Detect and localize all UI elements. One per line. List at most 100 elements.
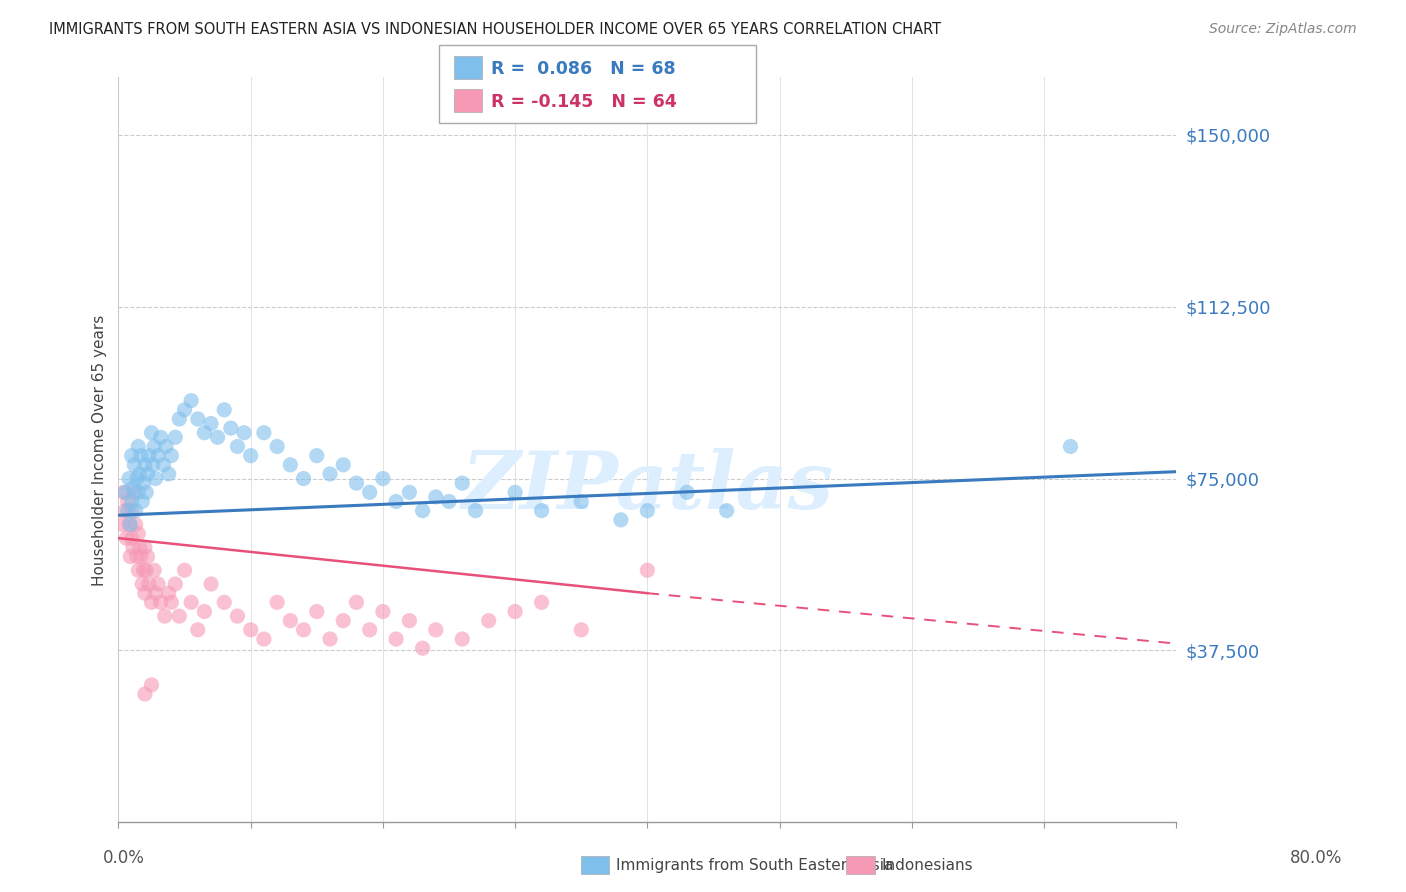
Point: [149, 430, 172, 444]
Point: [412, 503, 434, 517]
Text: IMMIGRANTS FROM SOUTH EASTERN ASIA VS INDONESIAN HOUSEHOLDER INCOME OVER 65 YEAR: IMMIGRANTS FROM SOUTH EASTERN ASIA VS IN…: [49, 22, 942, 37]
Point: [398, 485, 420, 500]
Point: [332, 614, 354, 628]
Point: [143, 563, 166, 577]
Point: [138, 449, 160, 463]
Point: [131, 577, 153, 591]
Point: [120, 517, 142, 532]
Point: [173, 402, 195, 417]
Point: [121, 531, 143, 545]
Point: [239, 623, 262, 637]
Point: [141, 678, 163, 692]
Point: [127, 485, 149, 500]
Point: [136, 549, 159, 564]
Point: [319, 467, 342, 481]
Point: [359, 623, 381, 637]
Point: [716, 503, 738, 517]
Point: [180, 393, 202, 408]
Point: [124, 458, 146, 472]
Point: [157, 467, 180, 481]
Point: [200, 417, 222, 431]
Point: [292, 472, 315, 486]
Point: [138, 577, 160, 591]
Point: [239, 449, 262, 463]
Point: [155, 440, 177, 454]
Point: [371, 605, 394, 619]
Point: [111, 517, 134, 532]
Point: [121, 503, 143, 517]
Point: [278, 458, 301, 472]
Point: [305, 449, 328, 463]
Point: [169, 412, 191, 426]
Point: [569, 623, 592, 637]
Point: [114, 503, 136, 517]
Point: [530, 503, 553, 517]
Point: [117, 494, 139, 508]
Point: [120, 549, 142, 564]
Point: [118, 472, 141, 486]
Point: [451, 476, 474, 491]
Point: [610, 513, 633, 527]
Point: [132, 563, 155, 577]
Point: [266, 440, 288, 454]
Point: [160, 449, 183, 463]
Point: [530, 595, 553, 609]
Point: [169, 609, 191, 624]
Point: [359, 485, 381, 500]
Point: [503, 485, 526, 500]
Point: [478, 614, 501, 628]
Point: [153, 609, 176, 624]
Point: [636, 503, 658, 517]
Point: [346, 476, 368, 491]
Point: [233, 425, 256, 440]
Point: [165, 577, 187, 591]
Y-axis label: Householder Income Over 65 years: Householder Income Over 65 years: [93, 314, 107, 585]
Point: [122, 481, 145, 495]
Point: [143, 440, 166, 454]
Point: [207, 430, 229, 444]
Text: Immigrants from South Eastern Asia: Immigrants from South Eastern Asia: [616, 858, 893, 872]
Point: [569, 494, 592, 508]
Point: [157, 586, 180, 600]
Point: [278, 614, 301, 628]
Point: [127, 440, 149, 454]
Point: [117, 503, 139, 517]
Point: [503, 605, 526, 619]
Point: [398, 614, 420, 628]
Point: [165, 430, 187, 444]
Point: [128, 467, 150, 481]
Point: [141, 595, 163, 609]
Point: [226, 609, 249, 624]
Point: [212, 595, 235, 609]
Point: [266, 595, 288, 609]
Point: [125, 472, 148, 486]
Point: [385, 494, 408, 508]
Text: 0.0%: 0.0%: [103, 849, 145, 867]
Point: [425, 623, 447, 637]
Point: [200, 577, 222, 591]
Point: [134, 687, 156, 701]
Point: [141, 425, 163, 440]
Point: [146, 449, 169, 463]
Point: [219, 421, 242, 435]
Point: [136, 467, 159, 481]
Point: [180, 595, 202, 609]
Point: [115, 531, 138, 545]
Point: [305, 605, 328, 619]
Point: [128, 541, 150, 555]
Point: [371, 472, 394, 486]
Point: [127, 563, 149, 577]
Point: [131, 494, 153, 508]
Point: [132, 476, 155, 491]
Point: [253, 425, 276, 440]
Point: [114, 485, 136, 500]
Point: [142, 458, 165, 472]
Point: [385, 632, 408, 646]
Point: [437, 494, 460, 508]
Point: [187, 623, 209, 637]
Point: [146, 577, 169, 591]
Point: [118, 517, 141, 532]
Point: [121, 449, 143, 463]
Point: [124, 503, 146, 517]
Point: [152, 458, 174, 472]
